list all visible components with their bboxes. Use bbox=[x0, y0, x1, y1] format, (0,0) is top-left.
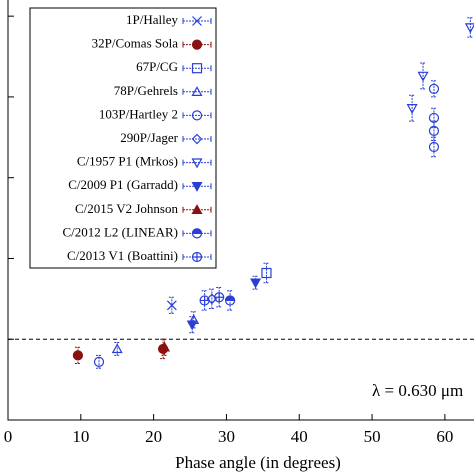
marker bbox=[261, 267, 272, 279]
marker bbox=[191, 63, 203, 74]
x-tick-label: 0 bbox=[4, 427, 13, 446]
error-bar bbox=[263, 262, 270, 284]
marker bbox=[250, 278, 262, 289]
error-bar bbox=[189, 316, 196, 334]
marker bbox=[192, 16, 202, 26]
legend-label: 67P/CG bbox=[136, 59, 178, 74]
legend-label: 290P/Jager bbox=[120, 130, 178, 145]
marker-part bbox=[72, 350, 84, 361]
legend-label: C/2015 V2 Johnson bbox=[75, 201, 179, 216]
legend-label: C/2013 V1 (Boattini) bbox=[67, 248, 178, 263]
marker-part bbox=[166, 300, 177, 311]
x-tick-label: 10 bbox=[72, 427, 89, 446]
marker-part bbox=[406, 104, 418, 114]
error-bar bbox=[430, 136, 437, 158]
x-tick-label: 40 bbox=[291, 427, 308, 446]
error-bar bbox=[430, 80, 437, 98]
marker bbox=[224, 295, 236, 306]
marker-part bbox=[159, 341, 171, 352]
marker bbox=[191, 133, 203, 145]
marker-part bbox=[192, 252, 202, 262]
marker bbox=[191, 182, 203, 192]
marker bbox=[191, 158, 203, 169]
marker-part bbox=[111, 343, 123, 354]
error-bar bbox=[168, 296, 175, 314]
legend-label: 1P/Halley bbox=[126, 12, 178, 27]
legend-label: C/2009 P1 (Garradd) bbox=[68, 177, 178, 192]
error-bar bbox=[420, 62, 427, 90]
marker bbox=[406, 104, 418, 114]
error-bar bbox=[467, 17, 474, 38]
marker-part bbox=[191, 39, 203, 50]
legend-box bbox=[29, 7, 217, 269]
annotation: λ = 0.630 μm bbox=[372, 381, 463, 400]
marker bbox=[159, 341, 171, 352]
marker bbox=[191, 251, 203, 263]
marker-part bbox=[191, 158, 203, 169]
marker bbox=[214, 292, 225, 303]
marker bbox=[417, 71, 429, 82]
legend-label: 78P/Gehrels bbox=[114, 83, 178, 98]
marker-part bbox=[191, 63, 203, 74]
marker bbox=[191, 86, 203, 97]
marker-part bbox=[214, 292, 224, 302]
legend-label: 103P/Hartley 2 bbox=[99, 106, 178, 121]
marker bbox=[166, 300, 177, 311]
marker bbox=[428, 141, 440, 153]
marker-part bbox=[191, 228, 203, 234]
error-bar bbox=[409, 94, 416, 122]
marker-part bbox=[191, 86, 203, 97]
marker-part bbox=[428, 141, 440, 153]
marker bbox=[111, 343, 123, 354]
legend: 1P/Halley 32P/Comas Sola 67P/CG 78P/Gehrels… bbox=[29, 7, 217, 269]
marker bbox=[186, 320, 198, 331]
marker-part bbox=[428, 83, 440, 94]
legend-label: C/1957 P1 (Mrkos) bbox=[77, 154, 178, 169]
marker bbox=[428, 83, 440, 94]
marker-part bbox=[428, 125, 440, 136]
x-tick-label: 30 bbox=[218, 427, 235, 446]
marker bbox=[191, 110, 203, 121]
legend-label: C/2012 L2 (LINEAR) bbox=[62, 224, 178, 239]
marker-part bbox=[200, 295, 210, 305]
error-bar bbox=[208, 288, 215, 310]
marker-part bbox=[93, 356, 105, 367]
marker bbox=[191, 228, 203, 239]
x-axis-label: Phase angle (in degrees) bbox=[175, 453, 341, 472]
marker-part bbox=[417, 71, 429, 82]
marker bbox=[199, 295, 210, 306]
marker-part bbox=[192, 16, 202, 26]
legend-label: 32P/Comas Sola bbox=[92, 36, 179, 51]
marker-part bbox=[186, 320, 198, 331]
marker-part bbox=[250, 278, 262, 289]
marker-part bbox=[191, 204, 203, 214]
marker bbox=[93, 356, 105, 367]
plot-frame bbox=[7, 0, 474, 421]
x-tick-label: 20 bbox=[145, 427, 162, 446]
x-tick-label: 60 bbox=[436, 427, 453, 446]
marker bbox=[191, 39, 203, 50]
error-bar bbox=[74, 346, 81, 364]
marker-part bbox=[191, 110, 203, 121]
marker-part bbox=[464, 23, 474, 34]
marker-part bbox=[261, 267, 272, 279]
marker bbox=[428, 125, 440, 136]
marker bbox=[72, 350, 84, 361]
marker bbox=[464, 23, 474, 34]
marker-part bbox=[191, 182, 203, 192]
x-tick-label: 50 bbox=[364, 427, 381, 446]
marker-part bbox=[224, 295, 236, 302]
marker bbox=[191, 204, 203, 214]
marker-part bbox=[191, 133, 203, 145]
